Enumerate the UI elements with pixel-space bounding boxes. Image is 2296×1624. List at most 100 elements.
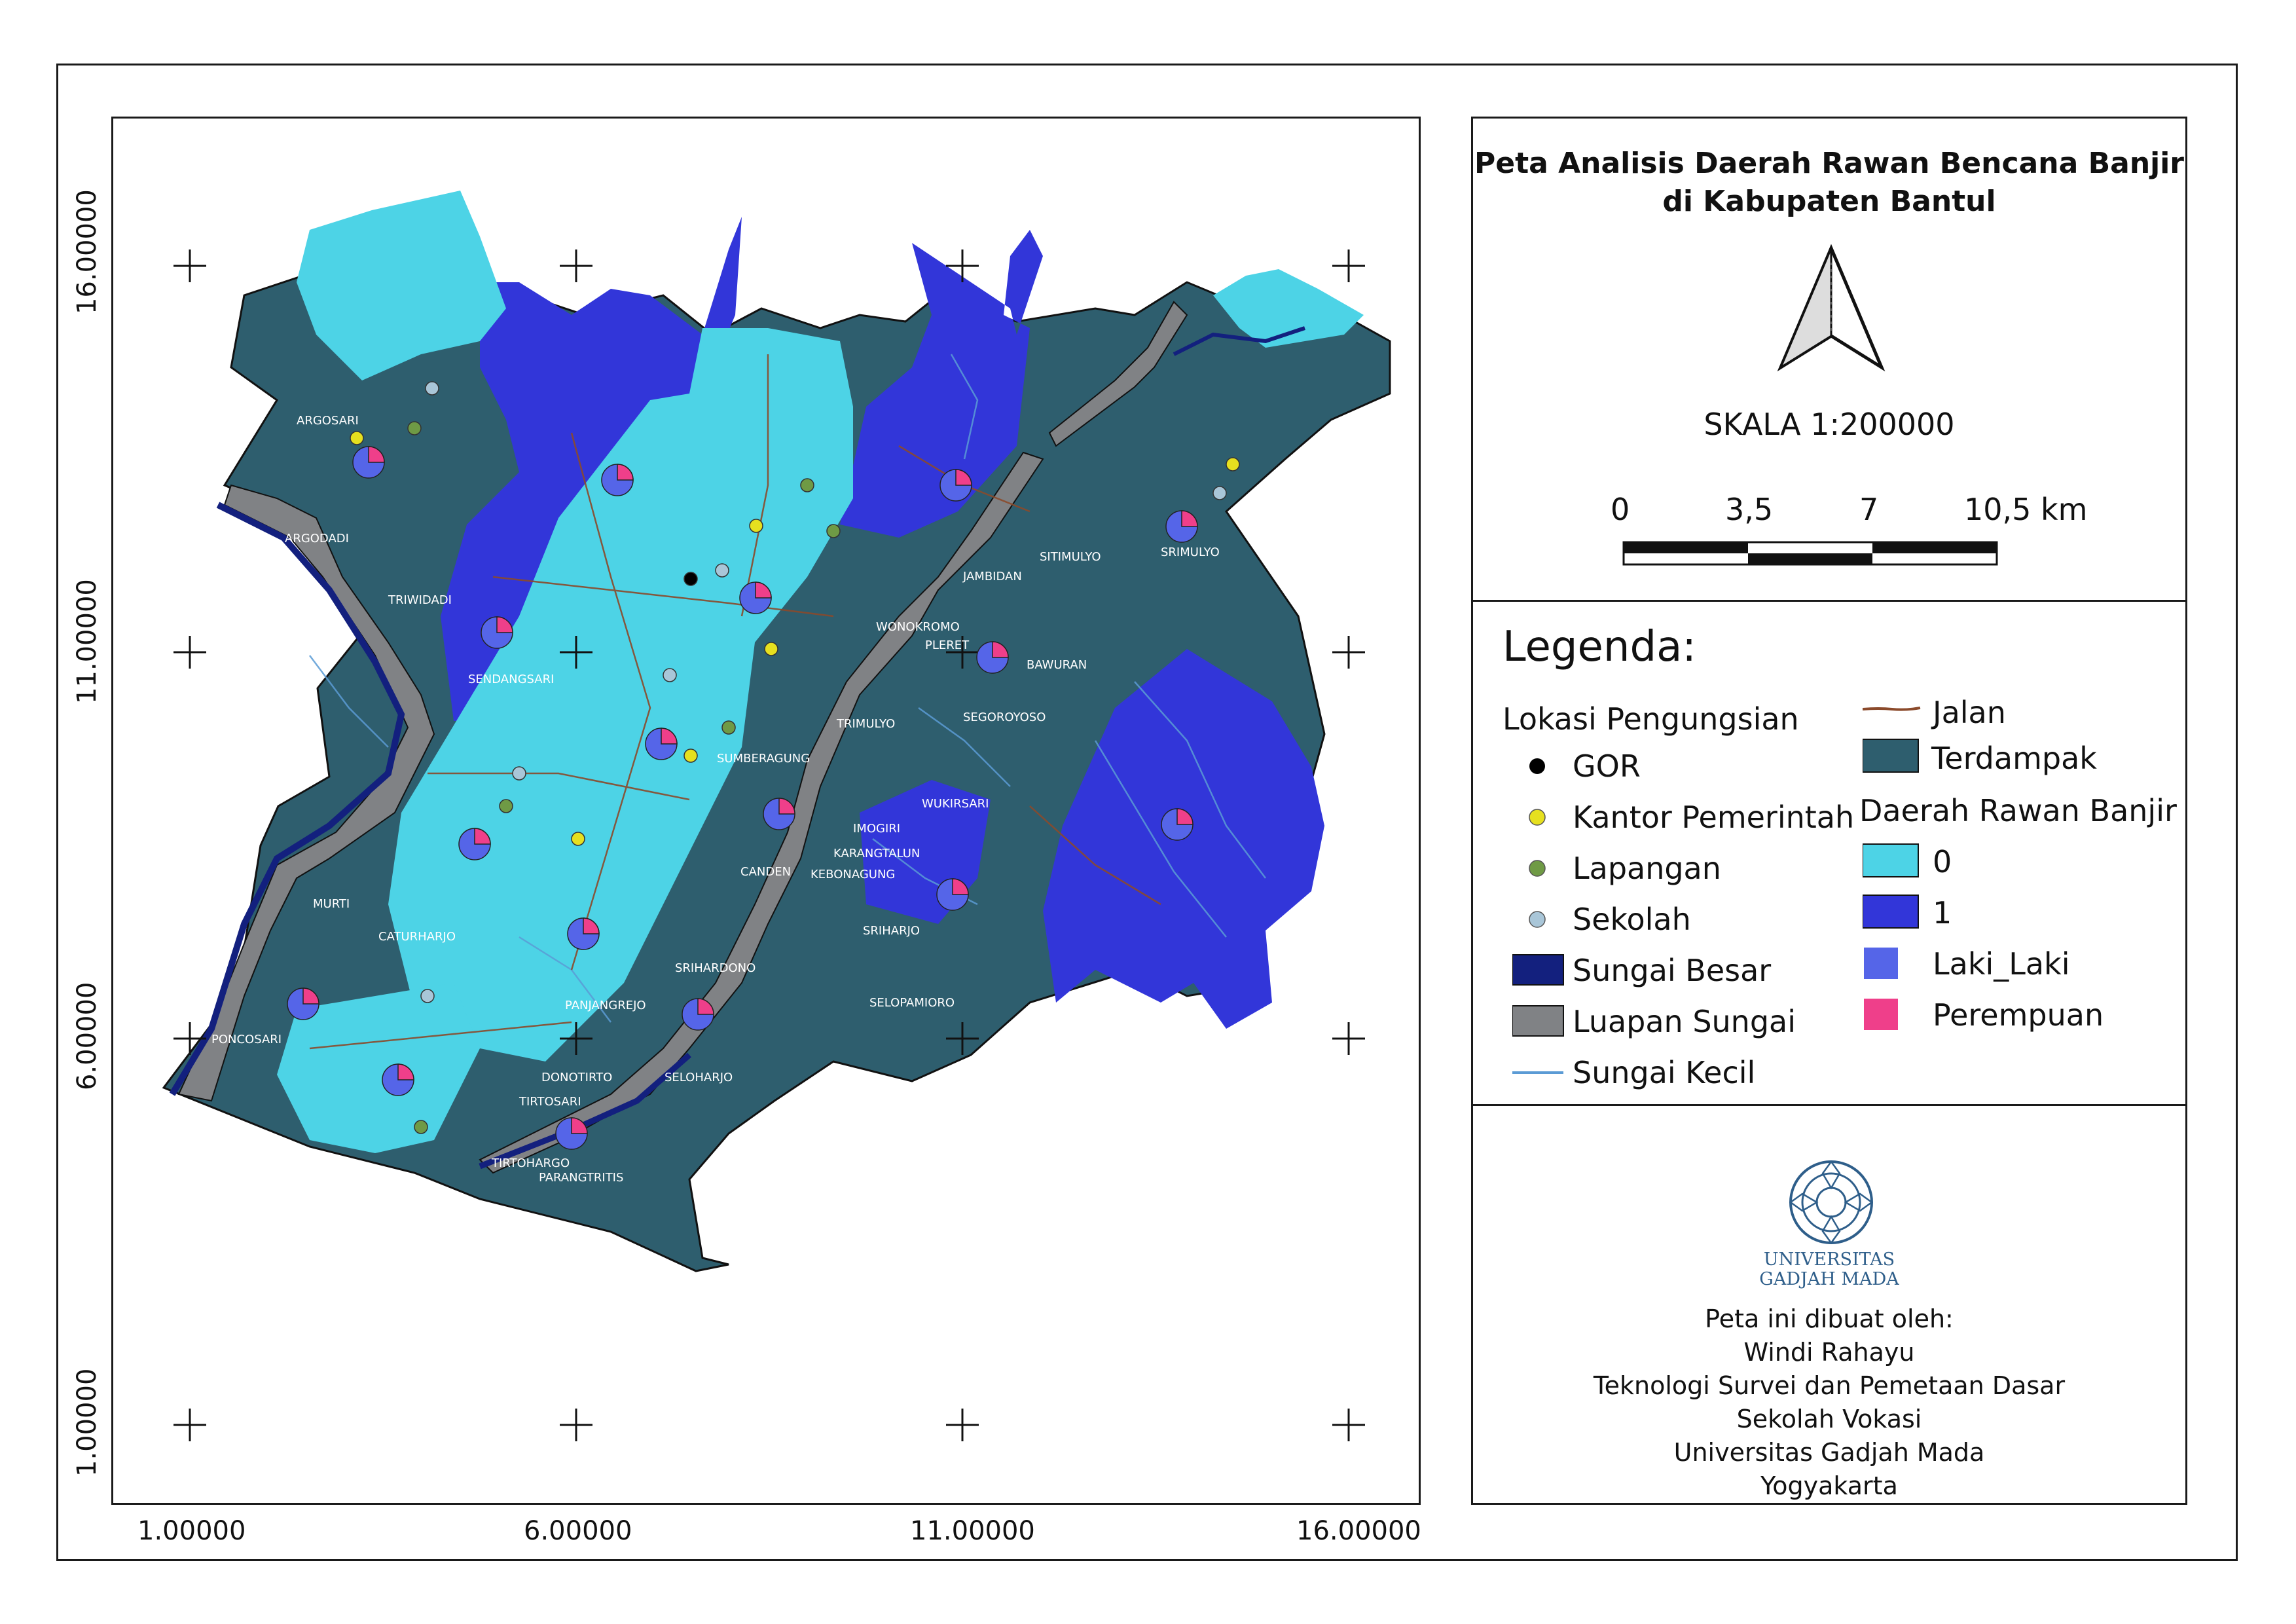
sekolah-point [512, 766, 526, 781]
jalan-symbol-icon [1863, 707, 1921, 711]
credit-line: Windi Rahayu [1743, 1338, 1915, 1367]
place-label: JAMBIDAN [962, 570, 1022, 583]
credit-line: Universitas Gadjah Mada [1673, 1438, 1985, 1467]
place-label: SELOPAMIORO [869, 996, 955, 1010]
legend-right-symbols [1863, 707, 1921, 1030]
rawan-0-northwest [297, 191, 506, 380]
rawan-0-east-tip [1213, 269, 1364, 348]
sungai-besar-symbol-icon [1512, 954, 1564, 986]
luapan-sungai-symbol-icon [1512, 1005, 1564, 1037]
grid-y-label: 6.00000 [72, 982, 102, 1090]
place-label: SELOHARJO [665, 1071, 733, 1084]
pie-slice [697, 998, 714, 1015]
scalebar-label: 3,5 [1725, 492, 1774, 527]
sekolah-point [420, 989, 435, 1003]
luapan-sungai-east [1048, 301, 1188, 447]
place-label: TRIWIDADI [388, 593, 452, 607]
rawan-0-central [388, 328, 853, 1061]
terdampak-symbol-icon [1863, 739, 1919, 773]
kantor-pemerintah-point [350, 431, 364, 445]
pie-slice [474, 828, 491, 845]
place-label: PONCOSARI [211, 1033, 282, 1046]
place-label: WUKIRSARI [922, 797, 989, 811]
legend-heading: Legenda: [1503, 623, 1696, 671]
legend-group-pengungsian: Lokasi Pengungsian [1503, 701, 1799, 737]
pie-slice [952, 878, 969, 895]
legend-rawan-label: 0 [1933, 844, 1952, 879]
perempuan-symbol-icon [1864, 999, 1898, 1030]
ugm-logo-text: UNIVERSITAS GADJAH MADA [1473, 1250, 2185, 1289]
place-label: SRIHARDONO [675, 961, 756, 975]
rawan-1-east-north [840, 230, 1043, 538]
place-label: CANDEN [740, 865, 791, 879]
luapan-sungai-west [177, 484, 435, 1102]
pie-slice [368, 446, 385, 463]
map-frame: ARGOSARI ARGODADI TRIWIDADI SENDANGSARI … [111, 117, 1421, 1505]
pie-slice [661, 728, 678, 745]
population-pies [287, 446, 1198, 1150]
grid-y-label: 11.00000 [72, 579, 102, 704]
credit-line: Peta ini dibuat oleh: [1705, 1304, 1954, 1333]
place-label: KEBONAGUNG [811, 868, 895, 881]
rawan-1-north [441, 217, 742, 721]
place-label: TIRTOSARI [519, 1095, 581, 1109]
kantor-pemerintah-point [1226, 457, 1240, 471]
place-label: IMOGIRI [853, 822, 900, 836]
pie-slice [571, 1117, 588, 1134]
credit-line: Yogyakarta [1760, 1471, 1898, 1500]
rawan-0-symbol-icon [1863, 843, 1919, 877]
place-label: SITIMULYO [1040, 550, 1101, 564]
kantor-pemerintah-point [683, 748, 698, 763]
logo-text-line: UNIVERSITAS [1763, 1249, 1895, 1270]
legend-item-label: Sungai Kecil [1573, 1055, 1756, 1090]
legend-item-label: Kantor Pemerintah [1573, 800, 1855, 835]
side-panel: Peta Analisis Daerah Rawan Bencana Banji… [1471, 117, 2187, 1505]
scalebar-label: 10,5 km [1964, 492, 2088, 527]
sekolah-symbol-icon [1529, 911, 1546, 928]
grid-x-label: 6.00000 [524, 1516, 632, 1546]
place-label: ARGOSARI [297, 414, 359, 428]
place-label: WONOKROMO [876, 620, 960, 634]
legend-item-label: Luapan Sungai [1573, 1004, 1796, 1039]
lapangan-point [826, 524, 841, 538]
legend-rawan-label: 1 [1933, 895, 1952, 931]
rawan-1-symbol-icon [1863, 895, 1919, 929]
place-label: PLERET [925, 638, 970, 652]
grid-y-label: 16.00000 [72, 189, 102, 314]
place-label: PANJANGREJO [565, 999, 646, 1012]
pie-slice [955, 469, 972, 486]
jalan-network [309, 354, 1161, 1050]
pie-slice [496, 616, 513, 633]
legend-pie-label: Laki_Laki [1933, 946, 2070, 982]
legend-item-label: GOR [1573, 748, 1641, 784]
legend-item-label: Lapangan [1573, 851, 1721, 886]
place-label: SUMBERAGUNG [717, 752, 810, 766]
grid-crosses [173, 249, 1365, 1441]
place-label: TRIMULYO [836, 717, 895, 731]
ugm-logo-icon [1789, 1160, 1874, 1245]
sekolah-point [1212, 486, 1227, 500]
pie-slice [1181, 510, 1198, 527]
legend-item-label: Sungai Besar [1573, 953, 1772, 988]
pie-slice [1176, 808, 1194, 825]
credit-line: Sekolah Vokasi [1736, 1405, 1922, 1433]
legend-left-symbols [1512, 758, 1564, 1074]
lapangan-point [721, 720, 736, 735]
grid-x-label: 16.00000 [1296, 1516, 1421, 1546]
place-label: SEGOROYOSO [963, 710, 1046, 724]
pie-slice [397, 1063, 414, 1080]
scale-text: SKALA 1:200000 [1704, 407, 1955, 442]
legend-jalan-label: Jalan [1933, 695, 2006, 730]
lapangan-point [407, 421, 422, 435]
map-title-line1: Peta Analisis Daerah Rawan Bencana Banji… [1474, 147, 2184, 180]
legend-terdampak-label: Terdampak [1931, 741, 2097, 776]
legend-right-list: Jalan Terdampak Daerah Rawan Banjir 0 1 … [1859, 695, 2187, 1166]
place-label: PARANGTRITIS [539, 1171, 623, 1185]
scale-bar [1622, 541, 1998, 566]
place-label: SRIHARJO [863, 924, 920, 938]
kantor-pemerintah-point [571, 832, 585, 846]
sungai-besar-west [169, 502, 405, 1096]
lapangan-point [499, 799, 513, 813]
legend-left-list: GOR Kantor Pemerintah Lapangan Sekolah S… [1473, 747, 1854, 1166]
sungai-besar-south [479, 1052, 691, 1170]
